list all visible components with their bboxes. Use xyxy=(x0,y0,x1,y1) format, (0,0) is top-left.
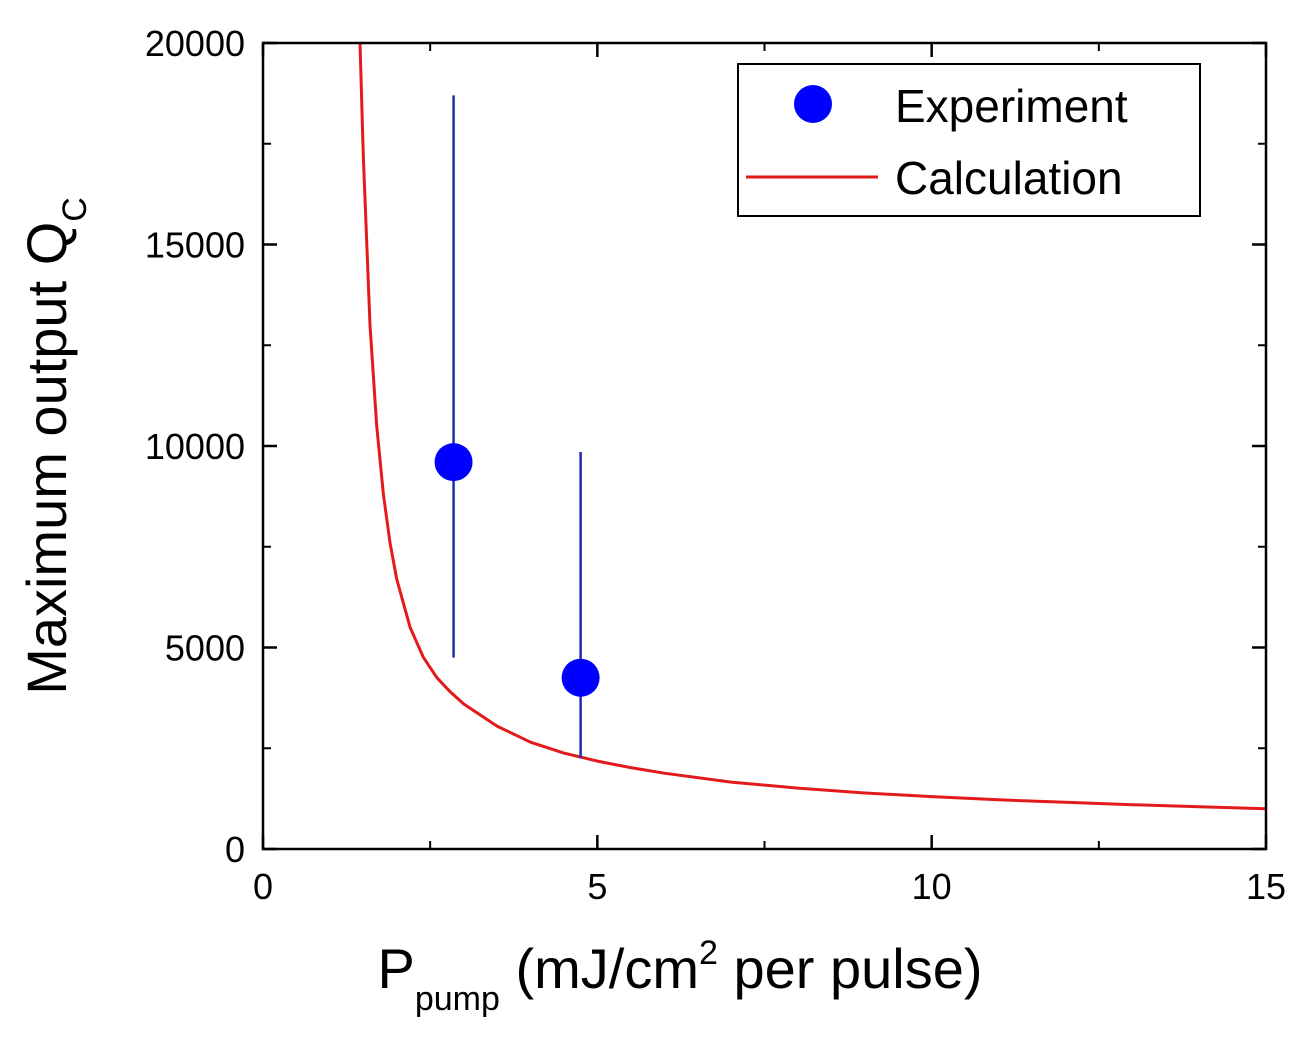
x-axis-title-superscript: 2 xyxy=(699,934,718,972)
y-axis-title: Maximum output QC xyxy=(15,197,94,695)
legend-experiment-label: Experiment xyxy=(895,80,1128,132)
x-tick-label: 5 xyxy=(587,866,607,907)
x-axis-title: Ppump (mJ/cm2 per pulse) xyxy=(378,934,983,1018)
x-axis-title-subscript: pump xyxy=(415,980,500,1018)
x-axis-title-main: P xyxy=(378,937,415,1000)
y-axis-ticks: 0 5000 10000 15000 20000 xyxy=(145,23,1266,870)
y-tick-label: 0 xyxy=(225,829,245,870)
y-tick-label: 15000 xyxy=(145,225,245,266)
x-tick-label: 10 xyxy=(912,866,952,907)
x-axis-ticks: 0 5 10 15 xyxy=(253,43,1286,907)
calculation-series xyxy=(358,42,1267,811)
experiment-series xyxy=(434,95,600,759)
legend-calculation-label: Calculation xyxy=(895,152,1123,204)
y-axis-title-main: Maximum output Q xyxy=(15,222,78,695)
y-tick-label: 5000 xyxy=(165,628,245,669)
legend: Experiment Calculation xyxy=(737,63,1201,217)
y-tick-label: 20000 xyxy=(145,23,245,64)
x-tick-label: 15 xyxy=(1246,866,1286,907)
legend-experiment-marker xyxy=(794,85,832,123)
y-axis-title-subscript: C xyxy=(56,197,94,222)
y-tick-label: 10000 xyxy=(145,426,245,467)
x-axis-title-unit: (mJ/cm xyxy=(500,937,699,1000)
calculation-line xyxy=(358,42,1267,811)
experiment-point xyxy=(434,443,473,482)
x-tick-label: 0 xyxy=(253,866,273,907)
experiment-point xyxy=(561,658,600,697)
x-axis-title-unit-end: per pulse) xyxy=(718,937,983,1000)
